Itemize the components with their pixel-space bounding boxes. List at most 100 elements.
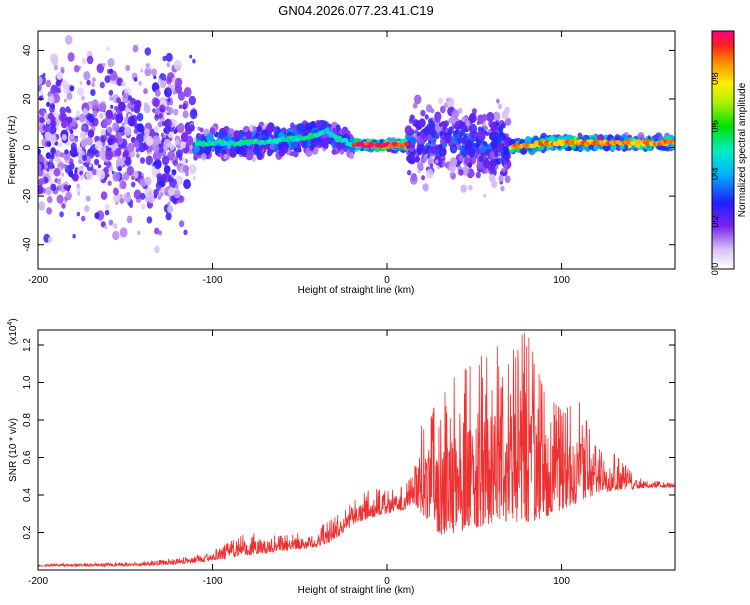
spectrogram-cell	[417, 162, 424, 170]
snr-y-exponent: (x104)	[7, 318, 19, 345]
spectrogram-cell	[428, 140, 432, 144]
spectrogram-cell	[476, 161, 483, 170]
spectrogram-cell	[310, 138, 318, 148]
spectrogram-cell	[81, 57, 87, 65]
spectrogram-cell	[80, 95, 85, 101]
spectrogram-cell	[152, 151, 161, 162]
spectrogram-cell	[61, 134, 67, 141]
spectrogram-cell	[112, 171, 121, 182]
spectrogram-cell	[38, 95, 43, 101]
spectrogram-cell	[141, 203, 146, 210]
spectrogram-cell	[46, 118, 51, 125]
spectrogram-cell	[444, 134, 452, 143]
spectrogram-cell	[463, 127, 468, 133]
spectrogram-cell	[169, 178, 177, 189]
spectrogram-cell	[500, 170, 504, 176]
spectrogram-cell	[46, 168, 50, 172]
spectrogram-cell	[104, 203, 110, 211]
spectrogram-cell	[38, 201, 46, 211]
spectrogram-cell	[414, 94, 422, 105]
spectrogram-cell	[140, 68, 144, 73]
spectrogram-cell	[175, 184, 179, 189]
spectrogram-cell	[322, 141, 329, 150]
spectrogram-cell	[233, 130, 241, 140]
spectrogram-cell	[65, 191, 72, 201]
spectrogram-cell	[478, 155, 484, 163]
spectrogram-cell	[46, 141, 52, 147]
spectrogram-cell	[144, 67, 152, 77]
spectrogram-cell	[471, 171, 475, 177]
spectrogram-cell	[99, 102, 107, 113]
spectrogram-cell	[489, 151, 495, 158]
spectrogram-cell	[172, 159, 179, 167]
spectrogram-cell	[75, 113, 79, 118]
spectrogram-cell	[91, 82, 95, 87]
spectrogram-cell	[501, 110, 509, 120]
spectrogram-cell	[46, 101, 51, 107]
spectrogram-cell	[497, 103, 503, 110]
spectrogram-cell	[102, 62, 106, 67]
spectrogram-cell	[44, 164, 49, 169]
colorbar-axis: 0.0 0.2 0.4 0.6 0.8	[710, 72, 720, 275]
spectrogram-cell	[68, 170, 74, 178]
spectrogram-cell	[227, 134, 233, 141]
spectrogram-cell	[50, 183, 57, 192]
spectrogram-cell	[167, 205, 174, 214]
spectrogram-cell	[461, 137, 467, 144]
spectrogram-cell	[126, 215, 133, 224]
snr-y-tick-label: 0.4	[22, 488, 33, 502]
spectrogram-cell	[124, 126, 132, 136]
spectrogram-cell	[426, 168, 434, 179]
spectrogram-cell	[70, 135, 74, 140]
spectrogram-cell	[38, 148, 41, 155]
spectrogram-cell	[165, 212, 172, 221]
spectrogram-cell	[164, 87, 172, 98]
spectrogram-cell	[245, 150, 254, 161]
spectrogram-cell	[45, 152, 52, 160]
spectrogram-cell	[48, 169, 55, 177]
spectrogram-cell	[458, 155, 464, 162]
spectrogram-cell	[449, 172, 453, 177]
spectrogram-cell	[69, 85, 75, 92]
spectrogram-cell	[414, 155, 420, 163]
spectrogram-cell	[467, 184, 473, 191]
spectrogram-cell	[80, 139, 88, 148]
spectrogram-cell	[46, 79, 52, 87]
spectrogram-cell	[143, 102, 149, 109]
spectrogram-cell	[438, 146, 447, 157]
spectrogram-cell	[104, 75, 111, 83]
spectrogram-cell	[153, 189, 159, 197]
spectrogram-cell	[92, 110, 98, 117]
spectrogram-cell	[63, 184, 69, 191]
spectrogram-cell	[94, 140, 103, 151]
spectrogram-y-tick-label: 40	[22, 44, 33, 56]
spectrogram-cell	[491, 180, 498, 189]
spectrogram-cell	[109, 68, 114, 74]
spectrogram-cell	[459, 145, 464, 152]
spectrogram-cell	[427, 134, 433, 141]
spectrogram-cell	[211, 147, 215, 153]
spectrogram-cell	[47, 236, 53, 243]
spectrogram-cell	[492, 111, 501, 122]
spectrogram-cell	[239, 147, 247, 156]
spectrogram-cell	[183, 179, 191, 190]
spectrogram-cell	[177, 91, 186, 101]
spectrogram-cell	[226, 147, 230, 153]
spectrogram-cell	[157, 186, 161, 191]
spectrogram-cell	[100, 129, 106, 136]
spectrogram-cell	[61, 69, 65, 74]
spectrogram-cell	[77, 87, 84, 96]
spectrogram-cell	[153, 75, 157, 80]
spectrogram-cell	[335, 124, 341, 131]
spectrogram-cell	[112, 122, 120, 132]
spectrogram-cell	[248, 145, 253, 151]
spectrogram-cell	[65, 126, 70, 132]
spectrogram-cell	[76, 211, 81, 217]
spectrogram-cell	[255, 132, 259, 138]
spectrogram-cell	[489, 132, 496, 141]
spectrogram-cell	[349, 146, 355, 153]
spectrogram-cell	[113, 188, 119, 196]
spectrogram-cell	[465, 119, 471, 127]
spectrogram-cell	[477, 130, 485, 141]
